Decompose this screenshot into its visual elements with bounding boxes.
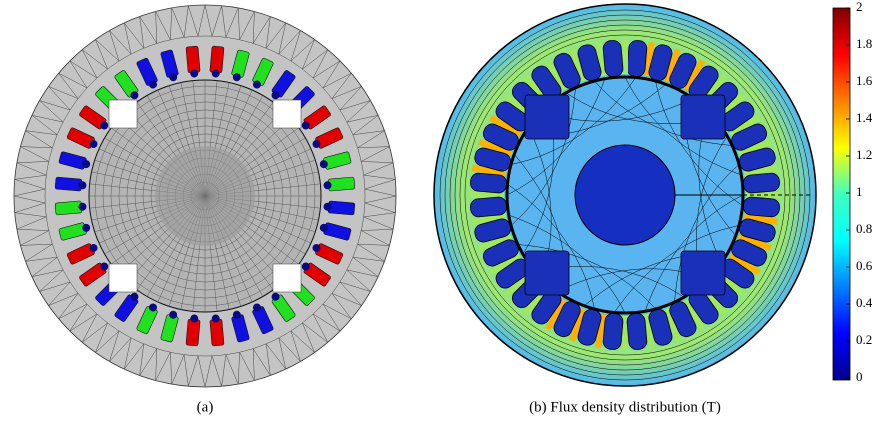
slot: [626, 313, 647, 350]
pole-cutout: [273, 100, 301, 128]
slot: [186, 46, 200, 73]
slot: [603, 313, 624, 350]
slot: [55, 177, 82, 191]
rotor-pole: [525, 251, 569, 295]
tick-label: 0.6: [856, 258, 873, 273]
colorbar-scale: [833, 8, 850, 380]
colorbar: 0 0.2 0.4 0.6 0.8 1 1.2 1.4 1.6 1.8 2: [833, 0, 873, 384]
slot: [328, 177, 355, 191]
caption-a: (a): [197, 399, 214, 415]
slot: [328, 201, 355, 215]
rotor-pole: [681, 251, 725, 295]
caption-b: (b) Flux density distribution (T): [529, 399, 721, 415]
slot: [743, 173, 780, 194]
tick-label: 1.2: [856, 147, 872, 162]
slot: [743, 196, 780, 217]
slot: [55, 201, 82, 215]
slot: [470, 196, 507, 217]
slot: [210, 46, 224, 73]
tick-label: 1: [856, 184, 863, 199]
pole-cutout: [109, 264, 137, 292]
pole-cutout: [273, 264, 301, 292]
tick-label: 0.2: [856, 332, 872, 347]
pole-cutout: [109, 100, 137, 128]
slot: [626, 40, 647, 77]
tick-label: 0.4: [856, 295, 873, 310]
tick-label: 2: [856, 0, 863, 14]
flux-panel: [434, 4, 816, 386]
tick-label: 1.8: [856, 36, 872, 51]
rotor-pole: [525, 95, 569, 139]
mesh-panel: [14, 5, 396, 387]
slot: [186, 319, 200, 346]
tick-label: 1.6: [856, 73, 873, 88]
shaft: [155, 146, 255, 246]
slot: [603, 40, 624, 77]
shaft: [575, 145, 675, 245]
figure: 0 0.2 0.4 0.6 0.8 1 1.2 1.4 1.6 1.8 2 (a) (b) Flux…: [0, 0, 878, 422]
slot: [470, 173, 507, 194]
slot: [210, 319, 224, 346]
tick-label: 1.4: [856, 110, 873, 125]
tick-label: 0: [856, 369, 863, 384]
tick-label: 0.8: [856, 221, 872, 236]
rotor-pole: [681, 95, 725, 139]
